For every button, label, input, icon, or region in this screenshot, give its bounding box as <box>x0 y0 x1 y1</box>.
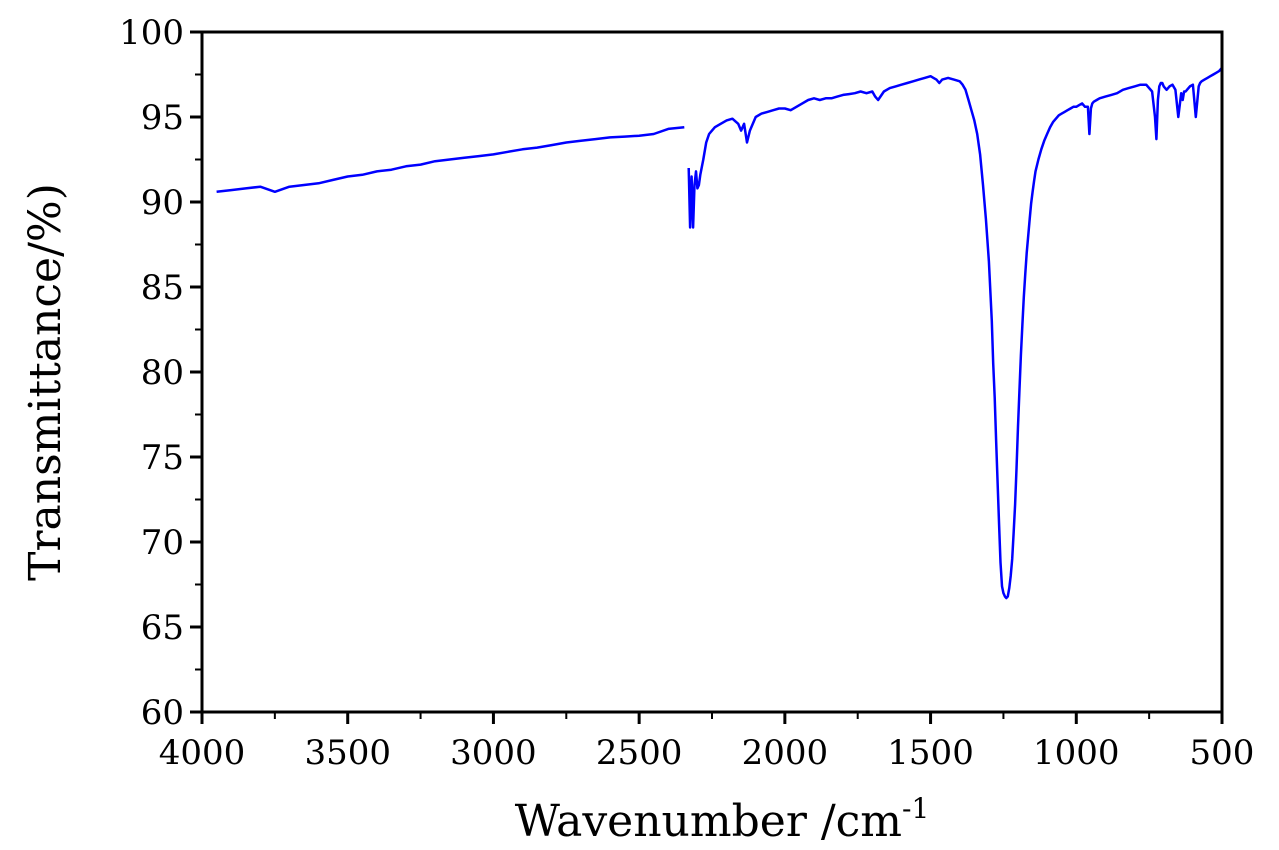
y-tick-label: 60 <box>141 693 184 733</box>
spectrum-line <box>687 66 1223 600</box>
ticks-layer: 4000 3500 3000 2500 2000 1500 1000 500 60 65 70 75 8… <box>119 13 1254 773</box>
spectrum-line <box>216 125 685 194</box>
x-tick-label: 4000 <box>159 733 246 773</box>
y-tick-label: 75 <box>141 438 184 478</box>
x-axis-title: Wavenumber /cm-1 <box>515 792 930 847</box>
plot-layer <box>216 66 1223 600</box>
y-tick-label: 100 <box>119 13 184 53</box>
x-tick-label: 1500 <box>887 733 974 773</box>
y-tick-label: 95 <box>141 98 184 138</box>
x-axis-title-superscript: -1 <box>902 792 929 825</box>
y-tick-label: 70 <box>141 523 184 563</box>
y-tick-label: 65 <box>141 608 184 648</box>
x-tick-label: 2000 <box>742 733 829 773</box>
y-tick-label: 85 <box>141 268 184 308</box>
plot-frame <box>200 30 1224 714</box>
x-tick-label: 500 <box>1190 733 1255 773</box>
y-axis-title: Transmittance/%) <box>20 183 71 581</box>
x-tick-label: 3000 <box>450 733 537 773</box>
y-tick-label: 80 <box>141 353 184 393</box>
x-tick-label: 2500 <box>596 733 683 773</box>
x-tick-label: 1000 <box>1033 733 1120 773</box>
x-axis-title-text: Wavenumber /cm <box>515 796 902 847</box>
y-tick-label: 90 <box>141 183 184 223</box>
x-tick-label: 3500 <box>304 733 391 773</box>
